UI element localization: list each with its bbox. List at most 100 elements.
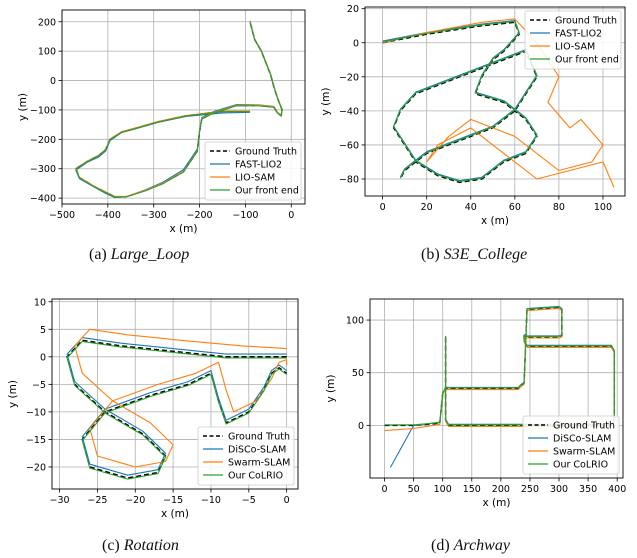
chart-c-series-3 xyxy=(66,340,287,480)
chart-a-xtick-label-4: −100 xyxy=(232,210,258,221)
chart-d-legend-label-0: Ground Truth xyxy=(553,421,615,432)
chart-d-series-3 xyxy=(384,306,615,426)
chart-d-legend: Ground Truth DiSCo-SLAM Swarm-SLAM Our CoLR… xyxy=(522,415,620,475)
chart-d-svg: 0 50 100 150 200 250 300 350 400 0 50 100 x (m) y (m)… xyxy=(325,298,626,509)
chart-a-xtick-label-2: −300 xyxy=(141,210,167,221)
chart-a-ylabel: y (m) xyxy=(17,93,29,121)
chart-b-xtick-label-5: 100 xyxy=(594,202,612,213)
chart-c-legend-label-0: Ground Truth xyxy=(228,432,290,443)
chart-d-xtick-label-0: 0 xyxy=(382,484,388,495)
caption-a-letter: (a) xyxy=(89,246,107,263)
chart-a-legend: Ground Truth FAST-LIO2 LIO-SAM Our front en… xyxy=(204,141,302,201)
chart-a-legend-label-2: LIO-SAM xyxy=(235,173,275,184)
chart-b-legend-label-1: FAST-LIO2 xyxy=(555,29,602,40)
chart-d-series-2 xyxy=(384,307,615,432)
chart-a-ytick-label-5: 100 xyxy=(38,47,56,58)
chart-a-ytick-label-1: −300 xyxy=(30,164,56,175)
chart-c-legend-label-2: Swarm-SLAM xyxy=(228,458,290,469)
chart-panel-b: 0 20 40 60 80 100 −80 −60 −40 −20 0 20 x (m) y (m) Gro… xyxy=(318,0,637,279)
chart-c-legend: Ground Truth DiSCo-SLAM Swarm-SLAM Our CoLR… xyxy=(197,426,295,486)
chart-b-xtick-label-3: 60 xyxy=(509,202,521,213)
caption-b-letter: (b) xyxy=(421,246,440,263)
chart-d-ytick-label-2: 100 xyxy=(346,316,364,327)
chart-a-ytick-label-3: −100 xyxy=(30,105,56,116)
chart-c-ytick-label-3: −5 xyxy=(32,380,46,391)
chart-d-series-0 xyxy=(384,306,616,427)
chart-c-ylabel: y (m) xyxy=(7,380,19,408)
chart-c-xtick-label-2: −20 xyxy=(125,495,145,506)
chart-b-legend-label-2: LIO-SAM xyxy=(555,42,595,53)
chart-d-ylabel: y (m) xyxy=(325,375,337,403)
chart-b-svg: 0 20 40 60 80 100 −80 −60 −40 −20 0 20 x (m) y (m) Gro… xyxy=(320,4,626,227)
chart-c-series-2 xyxy=(74,328,288,468)
chart-d-ytick-label-0: 0 xyxy=(358,421,364,432)
chart-a-ytick-label-4: 0 xyxy=(50,76,56,87)
chart-b-legend: Ground Truth FAST-LIO2 LIO-SAM Our front en… xyxy=(524,10,622,70)
chart-a-xlabel: x (m) xyxy=(170,223,198,235)
chart-a-series-3 xyxy=(75,21,283,198)
chart-b-ytick-label-4: 0 xyxy=(353,38,359,49)
chart-b-legend-label-0: Ground Truth xyxy=(555,16,617,27)
chart-c-ytick-label-1: −15 xyxy=(26,435,46,446)
chart-c-frame xyxy=(51,298,299,490)
chart-d-legend-label-3: Our CoLRIO xyxy=(553,460,608,471)
chart-b-xtick-label-1: 20 xyxy=(421,202,433,213)
chart-c-legend-label-1: DiSCo-SLAM xyxy=(228,445,286,456)
caption-d: (d) Archway xyxy=(431,537,510,555)
chart-c-legend-box xyxy=(197,426,295,486)
chart-c-ytick-label-0: −20 xyxy=(26,462,46,473)
chart-b-legend-label-3: Our front end xyxy=(555,55,619,66)
chart-a-xtick-label-0: −500 xyxy=(49,210,75,221)
caption-c: (c) Rotation xyxy=(102,537,179,555)
chart-d-frame xyxy=(369,298,624,479)
caption-a: (a) Large_Loop xyxy=(89,246,189,264)
chart-b-ylabel: y (m) xyxy=(320,88,332,116)
chart-b-ytick-label-2: −40 xyxy=(339,106,359,117)
chart-c-ytick-label-6: 10 xyxy=(34,297,46,308)
chart-a-ytick-label-2: −200 xyxy=(30,135,56,146)
chart-d-legend-box xyxy=(522,415,620,475)
chart-a-frame xyxy=(61,9,306,205)
chart-c-ytick-label-4: 0 xyxy=(40,352,46,363)
chart-b-xtick-label-4: 80 xyxy=(553,202,565,213)
chart-d-ytick-label-1: 50 xyxy=(352,368,364,379)
chart-b-xtick-label-0: 0 xyxy=(380,202,386,213)
chart-a-legend-box xyxy=(204,141,302,201)
chart-b-xtick-label-2: 40 xyxy=(465,202,477,213)
chart-c-xtick-label-0: −30 xyxy=(50,495,70,506)
chart-d-xtick-label-5: 250 xyxy=(521,484,539,495)
chart-d-xtick-label-6: 300 xyxy=(550,484,568,495)
chart-c-ytick-label-2: −10 xyxy=(26,407,46,418)
chart-c-xtick-label-5: −5 xyxy=(242,495,256,506)
chart-c-xtick-label-4: −10 xyxy=(201,495,221,506)
chart-b-ytick-label-1: −60 xyxy=(339,140,359,151)
chart-d-xtick-label-8: 400 xyxy=(608,484,626,495)
caption-b: (b) S3E_College xyxy=(421,246,527,264)
chart-a-xtick-label-1: −400 xyxy=(95,210,121,221)
chart-a-xtick-label-5: 0 xyxy=(288,210,294,221)
caption-b-name: S3E_College xyxy=(443,246,528,263)
caption-d-letter: (d) xyxy=(431,537,450,554)
chart-d-legend-label-1: DiSCo-SLAM xyxy=(553,434,611,445)
chart-d-xtick-label-1: 50 xyxy=(408,484,420,495)
chart-a-ytick-label-0: −400 xyxy=(30,194,56,205)
chart-c-legend-label-3: Our CoLRIO xyxy=(228,471,283,482)
chart-d-xtick-label-4: 200 xyxy=(492,484,510,495)
chart-panel-a: −500 −400 −300 −200 −100 0 −400 −300 −200 −100 0 10… xyxy=(0,0,318,279)
chart-b-frame xyxy=(364,6,626,197)
chart-b-legend-box xyxy=(524,10,622,70)
caption-d-name: Archway xyxy=(453,537,510,554)
chart-c-xtick-label-3: −15 xyxy=(163,495,183,506)
chart-panel-c: −30 −25 −20 −15 −10 −5 0 −20 −15 −10 −5 0 5 10 x (m) y … xyxy=(0,279,318,558)
caption-c-letter: (c) xyxy=(102,537,120,554)
chart-a-legend-label-3: Our front end xyxy=(235,186,299,197)
chart-c-xtick-label-6: 0 xyxy=(284,495,290,506)
chart-b-xlabel: x (m) xyxy=(481,215,509,227)
chart-c-xlabel: x (m) xyxy=(161,508,189,520)
chart-d-xtick-label-7: 350 xyxy=(579,484,597,495)
chart-c-xtick-label-1: −25 xyxy=(87,495,107,506)
chart-c-svg: −30 −25 −20 −15 −10 −5 0 −20 −15 −10 −5 0 5 10 x (m) y … xyxy=(7,297,299,520)
chart-c-ytick-label-5: 5 xyxy=(40,325,46,336)
chart-c-series-0 xyxy=(66,339,288,479)
chart-d-xtick-label-3: 150 xyxy=(463,484,481,495)
